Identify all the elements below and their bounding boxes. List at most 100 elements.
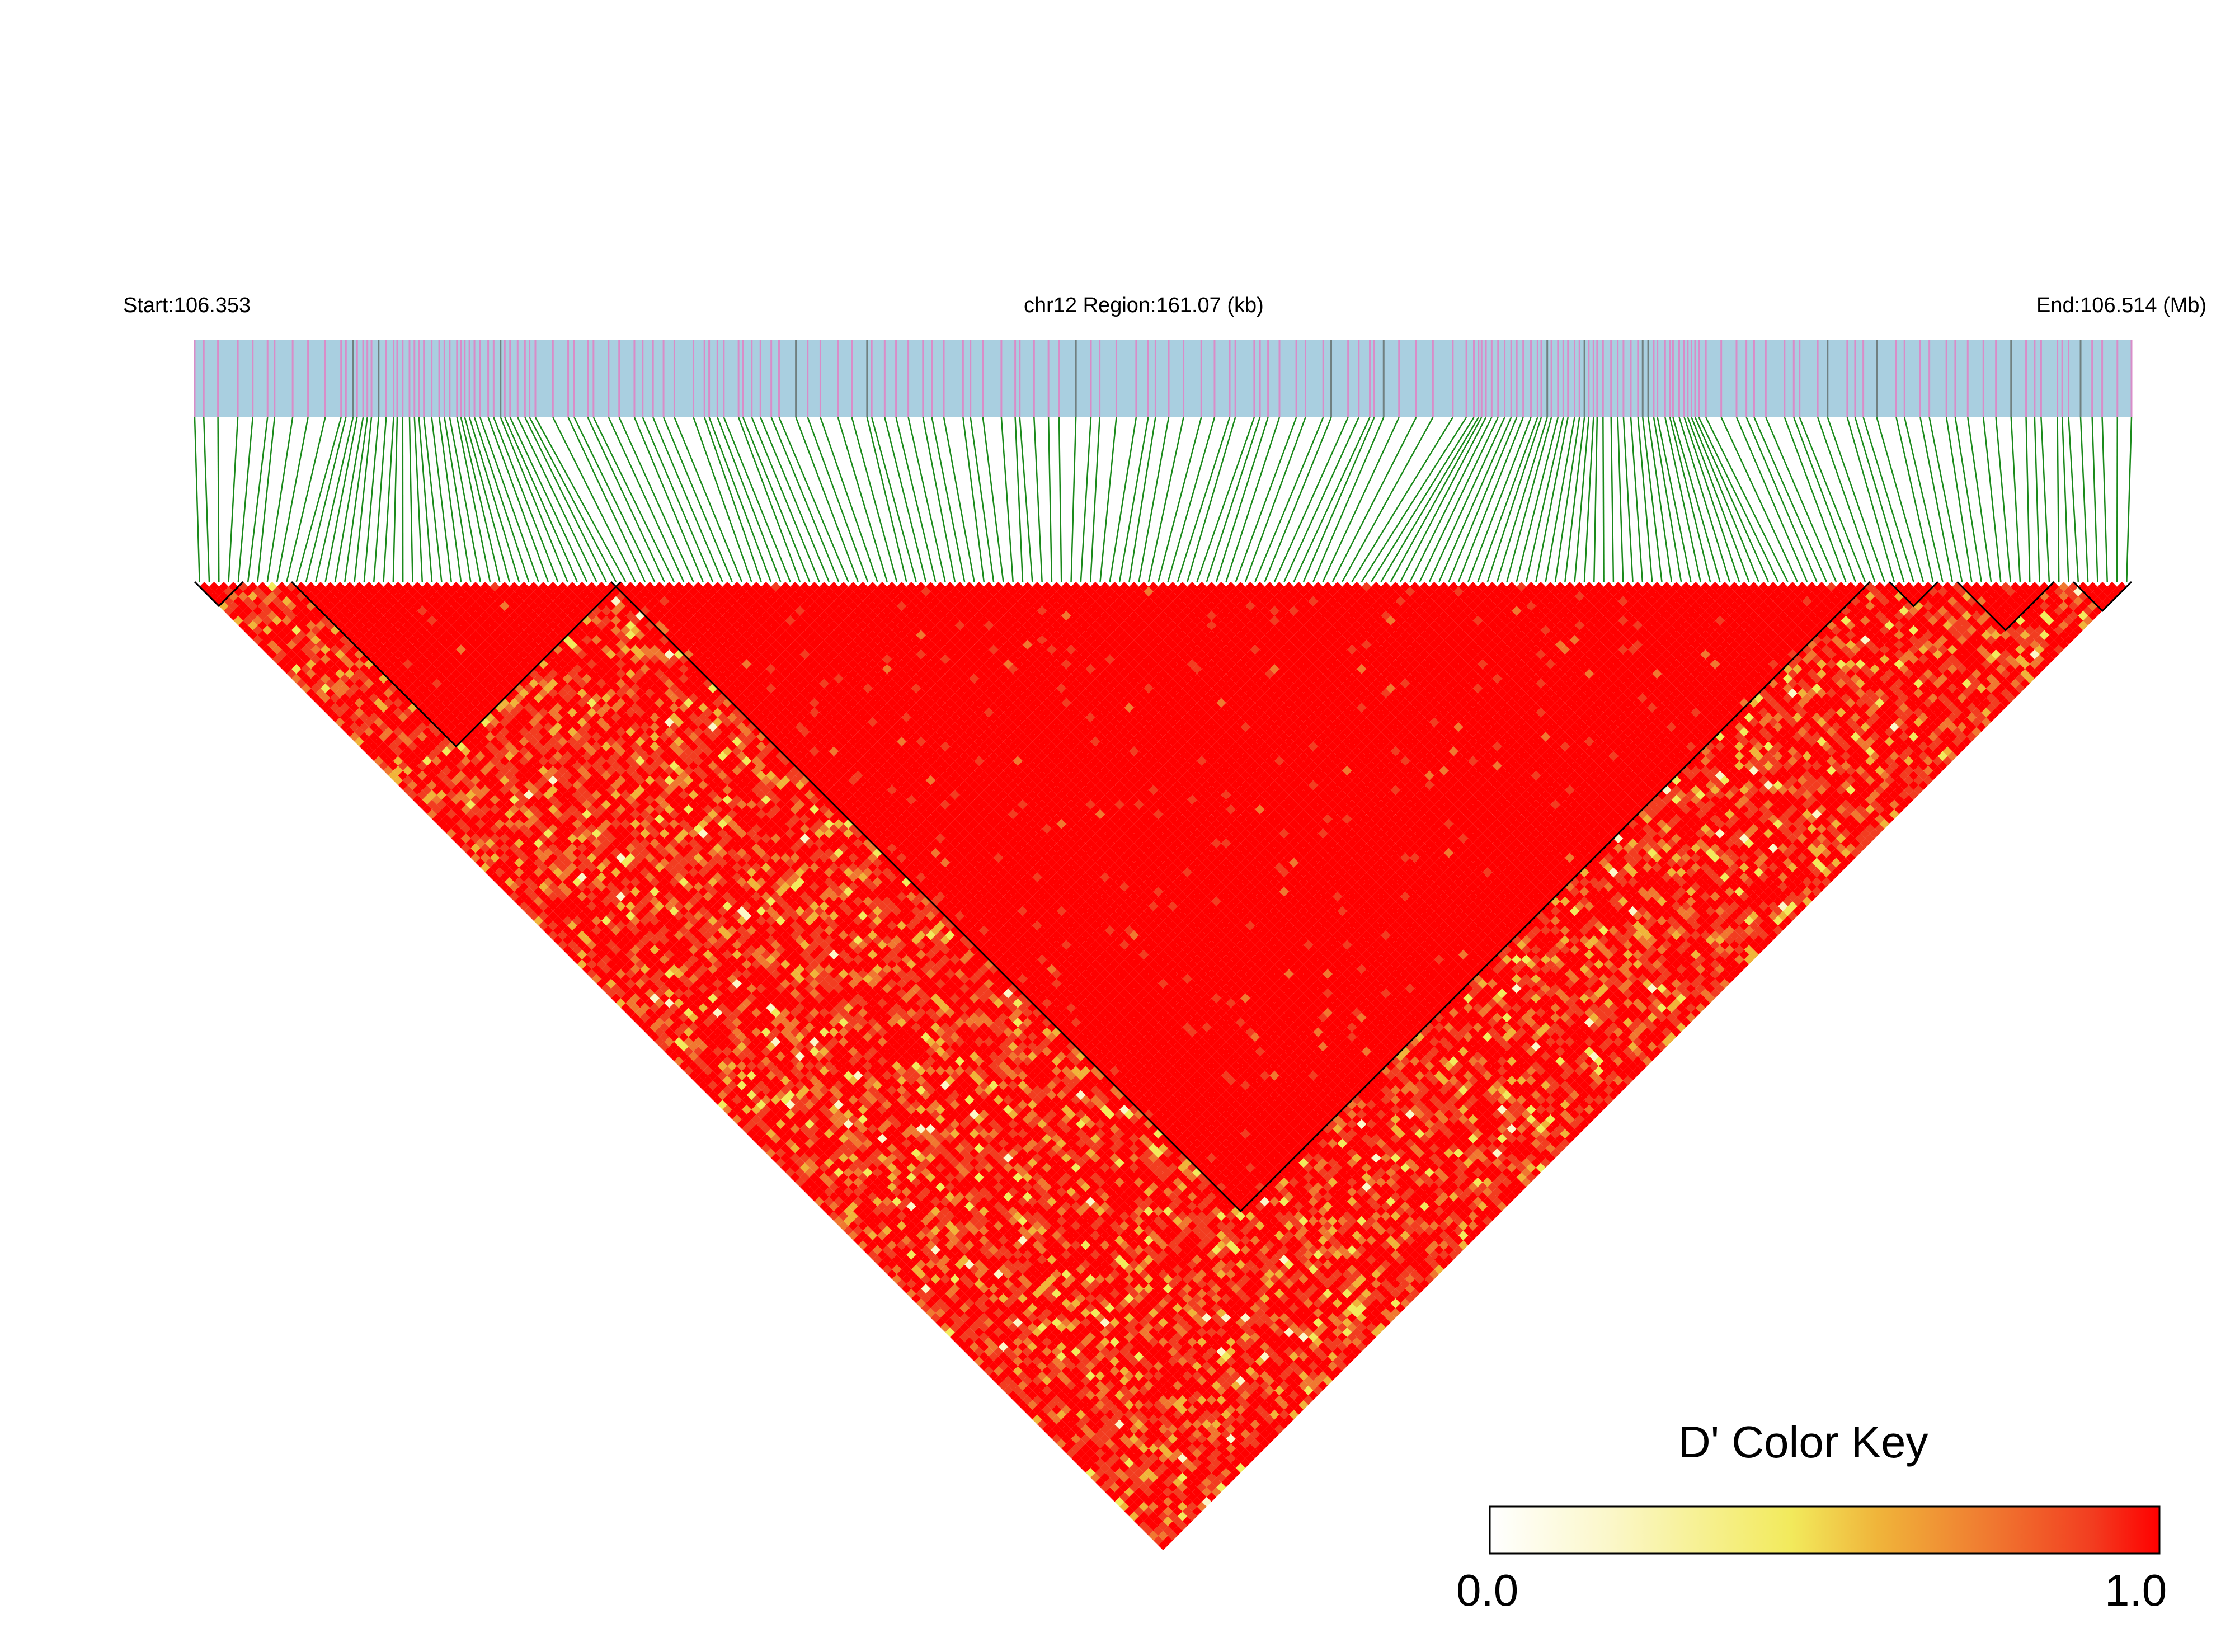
ld-cell <box>790 1153 800 1163</box>
ld-cell <box>930 1303 940 1313</box>
snp-connector <box>237 417 253 582</box>
ld-cell <box>916 1288 926 1298</box>
snp-connector <box>2068 417 2079 582</box>
snp-connector <box>295 417 342 582</box>
ld-cell <box>514 887 524 897</box>
ld-cell <box>640 1022 650 1032</box>
snp-connector <box>1302 417 1375 582</box>
ld-cell <box>267 620 277 630</box>
snp-connector <box>487 417 549 582</box>
ld-cell <box>272 654 282 665</box>
ld-cell <box>935 1308 945 1318</box>
ld-cell <box>824 1187 834 1197</box>
ld-cell <box>819 1192 829 1202</box>
ld-cell <box>252 615 263 625</box>
ld-cell <box>558 940 568 950</box>
ld-cell <box>1066 1448 1076 1458</box>
ld-cell <box>383 736 393 747</box>
ld-cell <box>354 727 364 737</box>
ld-cell <box>281 654 292 665</box>
snp-connector <box>1698 417 1779 582</box>
ld-cell <box>374 736 384 747</box>
ld-cell <box>824 1206 834 1216</box>
ld-cell <box>780 1162 791 1173</box>
ld-cell <box>1051 1424 1062 1434</box>
ld-cell <box>412 765 422 776</box>
ld-cell <box>514 896 524 906</box>
ld-cell <box>925 1298 936 1309</box>
ld-cell <box>277 630 287 640</box>
snp-connector <box>1342 417 1434 582</box>
snp-connector <box>286 417 326 582</box>
ld-cell <box>233 596 243 606</box>
ld-cell <box>921 1303 931 1313</box>
snp-connector <box>392 417 398 582</box>
ld-cell <box>834 1216 844 1226</box>
snp-connector <box>1622 417 1634 582</box>
ld-cell <box>252 625 263 636</box>
ld-cell <box>887 1250 897 1260</box>
ld-cell <box>964 1337 975 1347</box>
ld-cell <box>1095 1458 1105 1468</box>
ld-cell <box>722 1085 732 1095</box>
ld-cell <box>403 785 413 795</box>
snp-connector <box>770 417 840 582</box>
snp-connector <box>1657 417 1692 582</box>
ld-cell <box>930 1312 940 1323</box>
ld-cell <box>940 1303 951 1313</box>
ld-cell <box>601 954 611 964</box>
ld-cell <box>533 896 544 906</box>
ld-cell <box>485 838 495 849</box>
snp-connector <box>652 417 723 582</box>
snp-connector <box>970 417 995 582</box>
ld-cell <box>243 596 253 606</box>
snp-connector <box>1691 417 1759 582</box>
ld-cell <box>436 809 447 820</box>
ld-cell <box>810 1192 820 1202</box>
ld-cell <box>1008 1390 1018 1400</box>
snp-connector <box>795 417 859 582</box>
ld-cell <box>374 727 384 737</box>
ld-cell <box>504 858 515 868</box>
snp-connector <box>1817 417 1876 582</box>
ld-cell <box>601 964 611 975</box>
ld-cell <box>1114 1477 1124 1488</box>
snp-connector <box>1128 417 1156 582</box>
ld-cell <box>810 1182 820 1192</box>
ld-cell <box>1129 1511 1139 1522</box>
snp-connector <box>1118 417 1149 582</box>
snp-connector <box>1799 417 1866 582</box>
snp-connector <box>500 417 568 582</box>
ld-cell <box>620 974 630 984</box>
ld-cell <box>504 887 515 897</box>
ld-cell <box>887 1269 897 1279</box>
snp-connector <box>1477 417 1538 582</box>
snp-connector <box>423 417 443 582</box>
ld-cell <box>252 635 263 645</box>
ld-cell <box>703 1085 713 1095</box>
ld-cell <box>969 1342 980 1352</box>
ld-cell <box>383 765 393 776</box>
snp-connector <box>1827 417 1885 582</box>
ld-cell <box>533 916 544 926</box>
ld-cell <box>892 1274 902 1284</box>
snp-connector <box>1745 417 1818 582</box>
ld-cell <box>887 1259 897 1270</box>
snp-connector <box>1409 417 1493 582</box>
snp-connector <box>1371 417 1475 582</box>
ld-cell <box>984 1366 994 1376</box>
ld-cell <box>325 688 335 698</box>
snp-connector <box>1793 417 1856 582</box>
ld-cell <box>1013 1376 1023 1386</box>
ld-cell <box>1066 1438 1076 1449</box>
ld-cell <box>1027 1390 1037 1400</box>
ld-cell <box>1114 1496 1124 1507</box>
ld-cell <box>582 964 592 975</box>
ld-cell <box>345 698 355 708</box>
ld-cell <box>839 1221 849 1231</box>
ld-cell <box>364 736 374 747</box>
ld-cell <box>495 848 505 858</box>
ld-cell <box>582 954 592 964</box>
ld-cell <box>219 601 229 611</box>
snp-connector <box>1669 417 1711 582</box>
